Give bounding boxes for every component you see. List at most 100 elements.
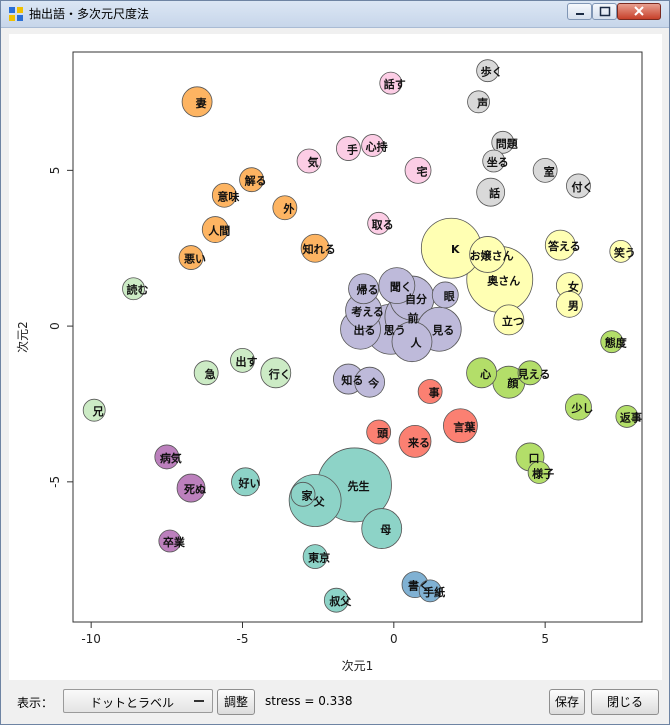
data-point: [178, 245, 204, 270]
data-point: [469, 236, 507, 273]
data-point: [158, 529, 182, 553]
data-point-label: 今: [367, 376, 380, 390]
data-point-label: 考える: [351, 305, 384, 319]
data-point-label: 宅: [417, 164, 428, 178]
data-point: [379, 71, 403, 95]
display-mode-select[interactable]: ドットとラベル: [63, 689, 213, 713]
data-point-label: 女: [568, 280, 579, 294]
x-tick-label: -5: [237, 632, 249, 646]
data-point: [176, 473, 206, 503]
data-point-label: 人: [410, 336, 422, 350]
data-point: [154, 444, 180, 470]
data-point-label: 知る: [340, 373, 363, 387]
window-title: 抽出語・多次元尺度法: [29, 7, 150, 21]
data-point: [201, 216, 229, 243]
data-point-label: 意味: [217, 189, 239, 203]
data-point-label: 話す: [384, 77, 406, 91]
data-point-label: 東京: [308, 551, 330, 565]
adjust-button[interactable]: 調整: [217, 689, 255, 715]
close-icon: [634, 6, 644, 16]
data-point: [193, 360, 219, 386]
data-point-label: 聞く: [390, 281, 412, 294]
data-point: [466, 357, 497, 389]
y-axis-label: 次元2: [16, 321, 30, 353]
data-point: [431, 281, 459, 309]
data-point-label: 歩く: [481, 65, 503, 79]
data-point-label: 自分: [405, 292, 427, 306]
data-point-label: 話: [489, 186, 500, 200]
plot-area: -10 -5 0 5 -5 0 5 次元1 次元2 歩く 話す妻 声問題 手心持気 坐る室付く 宅解る 意味 話…: [9, 34, 662, 680]
maximize-icon: [599, 6, 611, 17]
data-point: [615, 405, 639, 428]
data-point: [82, 398, 106, 422]
maximize-button[interactable]: [592, 3, 617, 20]
data-point: [532, 157, 558, 183]
data-point-label: 頭: [377, 427, 389, 440]
data-point: [566, 173, 591, 199]
data-point: [378, 267, 416, 305]
data-point-label: 出す: [235, 354, 257, 368]
dropdown-icon: [194, 700, 204, 702]
save-button[interactable]: 保存: [549, 689, 585, 715]
data-point-label: K: [451, 243, 460, 256]
minimize-button[interactable]: [567, 3, 592, 20]
data-point-label: 事: [429, 386, 440, 400]
close-button[interactable]: 閉じる: [591, 689, 659, 715]
data-point-label: 悪い: [184, 253, 206, 266]
data-point: [391, 321, 433, 363]
data-point: [404, 156, 432, 184]
close-window-button[interactable]: [617, 3, 661, 20]
data-point-label: 解る: [245, 174, 267, 188]
data-point: [302, 544, 328, 569]
data-point-label: 妻: [196, 96, 207, 110]
data-point: [366, 419, 392, 445]
x-tick-label: 5: [541, 632, 549, 646]
display-mode-value: ドットとラベル: [90, 696, 175, 710]
y-tick-label: 0: [48, 322, 62, 330]
stress-value: stress = 0.338: [265, 694, 353, 708]
data-point: [272, 195, 298, 221]
data-point: [348, 273, 379, 305]
data-point-label: お嬢さん: [470, 248, 514, 262]
y-tick-label: 5: [48, 167, 62, 175]
data-point-label: 出る: [354, 323, 376, 337]
data-point-label: 前: [407, 311, 418, 325]
data-point-label: 人間: [208, 224, 230, 238]
title-bar[interactable]: 抽出語・多次元尺度法: [1, 1, 669, 28]
data-point-label: 好い: [238, 476, 261, 490]
data-point: [367, 211, 391, 235]
app-icon: [9, 7, 23, 21]
data-point-label: 見える: [517, 368, 551, 381]
data-point: [290, 481, 316, 507]
data-point-label: 少し: [570, 401, 593, 415]
data-point-label: 見る: [431, 324, 454, 337]
data-point: [181, 86, 213, 118]
data-point-label: 病気: [160, 451, 182, 465]
data-point-label: 顔: [506, 376, 519, 390]
data-point: [476, 177, 506, 207]
data-point-label: 行く: [268, 367, 291, 381]
data-point: [230, 347, 255, 373]
data-point-label: 男: [568, 299, 579, 312]
data-point: [398, 424, 432, 458]
data-point: [491, 130, 515, 154]
data-point-label: 思う: [384, 324, 406, 337]
data-point-label: 父: [313, 496, 326, 509]
x-tick-label: -10: [81, 632, 101, 646]
display-label: 表示：: [17, 696, 54, 710]
data-point-label: 読む: [127, 283, 149, 297]
data-point-label: 心持: [366, 139, 388, 153]
data-point: [211, 182, 237, 208]
data-point-label: 兄: [92, 405, 104, 418]
data-point-label: 手紙: [423, 585, 445, 599]
data-point: [336, 136, 361, 161]
data-point-label: 立つ: [502, 314, 524, 328]
data-point: [555, 290, 583, 318]
data-point-label: 気: [308, 155, 319, 169]
data-point-label: 外: [282, 202, 294, 216]
data-point: [417, 379, 443, 404]
data-point: [418, 579, 442, 603]
data-point: [361, 508, 403, 549]
data-point-label: 知れる: [302, 242, 336, 256]
data-point-label: 問題: [496, 137, 519, 150]
